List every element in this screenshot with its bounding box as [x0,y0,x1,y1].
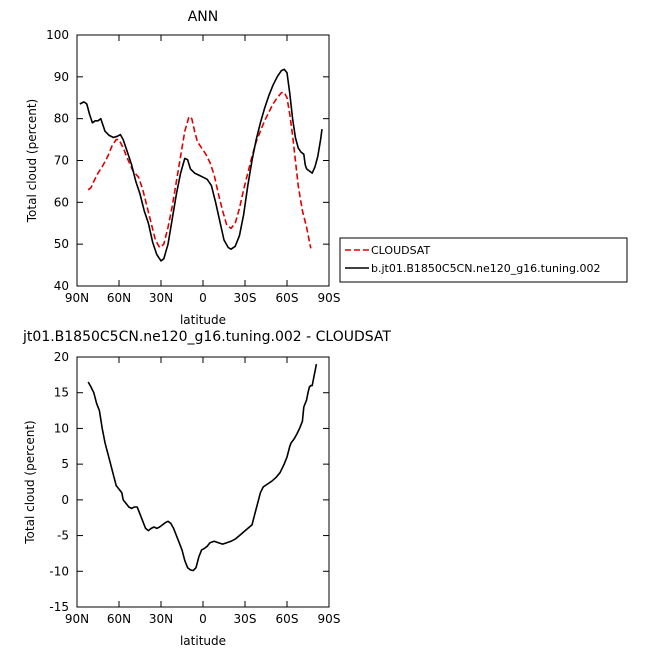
bottom-y-tick-label: -10 [49,564,69,578]
legend-box [339,237,628,283]
legend: CLOUDSAT b.jt01.B1850C5CN.ne120_g16.tuni… [339,237,628,283]
top-x-tick-label: 60S [276,291,299,305]
bottom-x-tick-label: 0 [199,612,207,626]
top-plot-frame [76,34,330,287]
bottom-x-tick-label: 90N [65,612,89,626]
top-x-axis: 90N 60N 30N 0 30S 60S 90S [65,35,341,305]
top-y-tick-label: 40 [54,279,69,293]
bottom-x-tick-label: 30S [234,612,257,626]
bottom-y-tick-label: -5 [57,529,69,543]
bottom-y-tick-label: 20 [54,350,69,364]
legend-label-cloudsat: CLOUDSAT [371,244,430,257]
top-x-tick-label: 30S [234,291,257,305]
top-series-line-1 [79,68,323,262]
top-y-axis-label: Total cloud (percent) [25,99,39,223]
bottom-series-line-0 [87,363,318,572]
top-x-tick-label: 30N [149,291,173,305]
bottom-x-tick-label: 60N [107,612,131,626]
top-y-tick-label: 70 [54,154,69,168]
bottom-y-axis: -15 -10 -5 0 5 10 15 20 [49,350,329,614]
bottom-y-axis-label: Total cloud (percent) [23,420,37,544]
bottom-y-tick-label: 10 [54,421,69,435]
bottom-chart: jt01.B1850C5CN.ne120_g16.tuning.002 - CL… [22,329,391,648]
top-series-lines [79,68,323,262]
top-y-tick-label: 80 [54,112,69,126]
bottom-y-tick-label: 15 [54,386,69,400]
top-y-tick-label: 100 [46,28,69,42]
bottom-x-tick-label: 30N [149,612,173,626]
bottom-series-lines [87,363,318,572]
top-x-tick-label: 60N [107,291,131,305]
top-y-tick-label: 50 [54,237,69,251]
top-x-tick-label: 0 [199,291,207,305]
bottom-x-axis: 90N 60N 30N 0 30S 60S 90S [65,357,341,626]
bottom-y-tick-label: 5 [61,457,69,471]
top-y-tick-label: 60 [54,195,69,209]
top-y-axis: 40 50 60 70 80 90 100 [46,28,329,293]
bottom-x-tick-label: 90S [318,612,341,626]
bottom-y-tick-label: 0 [61,493,69,507]
bottom-x-axis-label: latitude [180,634,226,648]
bottom-y-tick-label: -15 [49,600,69,614]
bottom-x-tick-label: 60S [276,612,299,626]
top-y-tick-label: 90 [54,70,69,84]
top-x-axis-label: latitude [180,313,226,327]
top-chart-title: ANN [188,9,219,25]
top-series-line-0 [87,91,312,249]
bottom-chart-title: jt01.B1850C5CN.ne120_g16.tuning.002 - CL… [22,329,391,345]
top-x-tick-label: 90N [65,291,89,305]
top-x-tick-label: 90S [318,291,341,305]
legend-label-model: b.jt01.B1850C5CN.ne120_g16.tuning.002 [371,262,600,275]
